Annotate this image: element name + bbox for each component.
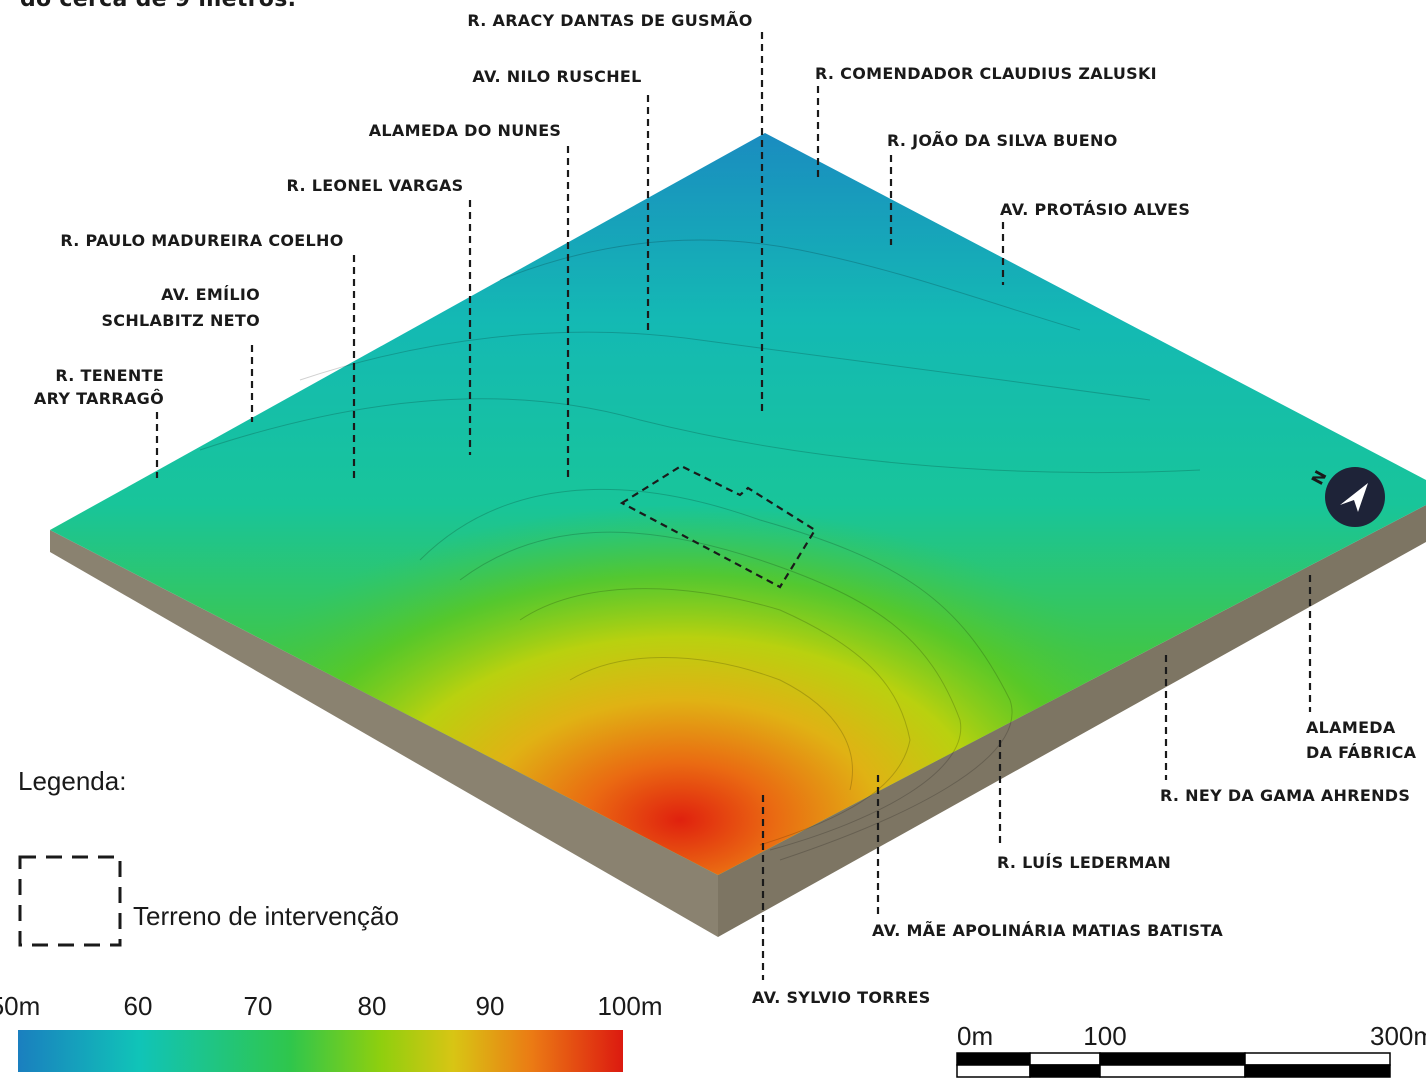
intro-text: do cerca de 9 metros. bbox=[20, 0, 296, 12]
street-label: R. PAULO MADUREIRA COELHO bbox=[60, 231, 343, 250]
terrain-side-left bbox=[50, 530, 718, 937]
legend-title: Legenda: bbox=[18, 766, 126, 796]
street-label: AV. EMÍLIO bbox=[161, 285, 260, 304]
distance-label: 0m bbox=[957, 1021, 993, 1051]
compass-arrow bbox=[1340, 483, 1368, 512]
distance-label: 300m bbox=[1370, 1021, 1426, 1051]
terrain-side-right bbox=[718, 505, 1426, 937]
distance-label: 100 bbox=[1083, 1021, 1126, 1051]
street-label: AV. SYLVIO TORRES bbox=[752, 988, 931, 1007]
street-label: AV. PROTÁSIO ALVES bbox=[1000, 200, 1190, 219]
street-label: R. JOÃO DA SILVA BUENO bbox=[887, 131, 1118, 150]
leader-lines bbox=[155, 32, 1312, 980]
distance-bar bbox=[956, 1052, 1391, 1078]
contour-lines bbox=[199, 239, 1201, 861]
elevation-label: 60 bbox=[124, 991, 153, 1021]
street-label: R. LEONEL VARGAS bbox=[287, 176, 464, 195]
street-label: ALAMEDA bbox=[1306, 718, 1396, 737]
elevation-label: 100m bbox=[597, 991, 662, 1021]
street-label: AV. MÃE APOLINÁRIA MATIAS BATISTA bbox=[872, 921, 1223, 940]
elevation-label: 80 bbox=[358, 991, 387, 1021]
elevation-label: 90 bbox=[476, 991, 505, 1021]
street-label: R. COMENDADOR CLAUDIUS ZALUSKI bbox=[815, 64, 1157, 83]
street-label: ALAMEDA DO NUNES bbox=[369, 121, 562, 140]
street-label: DA FÁBRICA bbox=[1306, 743, 1417, 762]
elevation-label: 50m bbox=[0, 991, 40, 1021]
legend-site-symbol bbox=[18, 855, 122, 947]
legend-site-label: Terreno de intervenção bbox=[133, 901, 399, 931]
elevation-label: 70 bbox=[244, 991, 273, 1021]
site-outline bbox=[619, 464, 817, 589]
street-labels: R. ARACY DANTAS DE GUSMÃO AV. NILO RUSCH… bbox=[34, 11, 1417, 1007]
street-label: R. NEY DA GAMA AHRENDS bbox=[1160, 786, 1410, 805]
street-label: R. LUÍS LEDERMAN bbox=[997, 853, 1171, 872]
street-label: R. ARACY DANTAS DE GUSMÃO bbox=[467, 11, 752, 30]
street-label: SCHLABITZ NETO bbox=[101, 311, 260, 330]
street-label: R. TENENTE bbox=[55, 366, 164, 385]
terrain-elevation bbox=[50, 133, 1426, 875]
street-label: ARY TARRAGÔ bbox=[34, 389, 164, 408]
street-label: AV. NILO RUSCHEL bbox=[472, 67, 641, 86]
elevation-bar bbox=[18, 1030, 623, 1072]
